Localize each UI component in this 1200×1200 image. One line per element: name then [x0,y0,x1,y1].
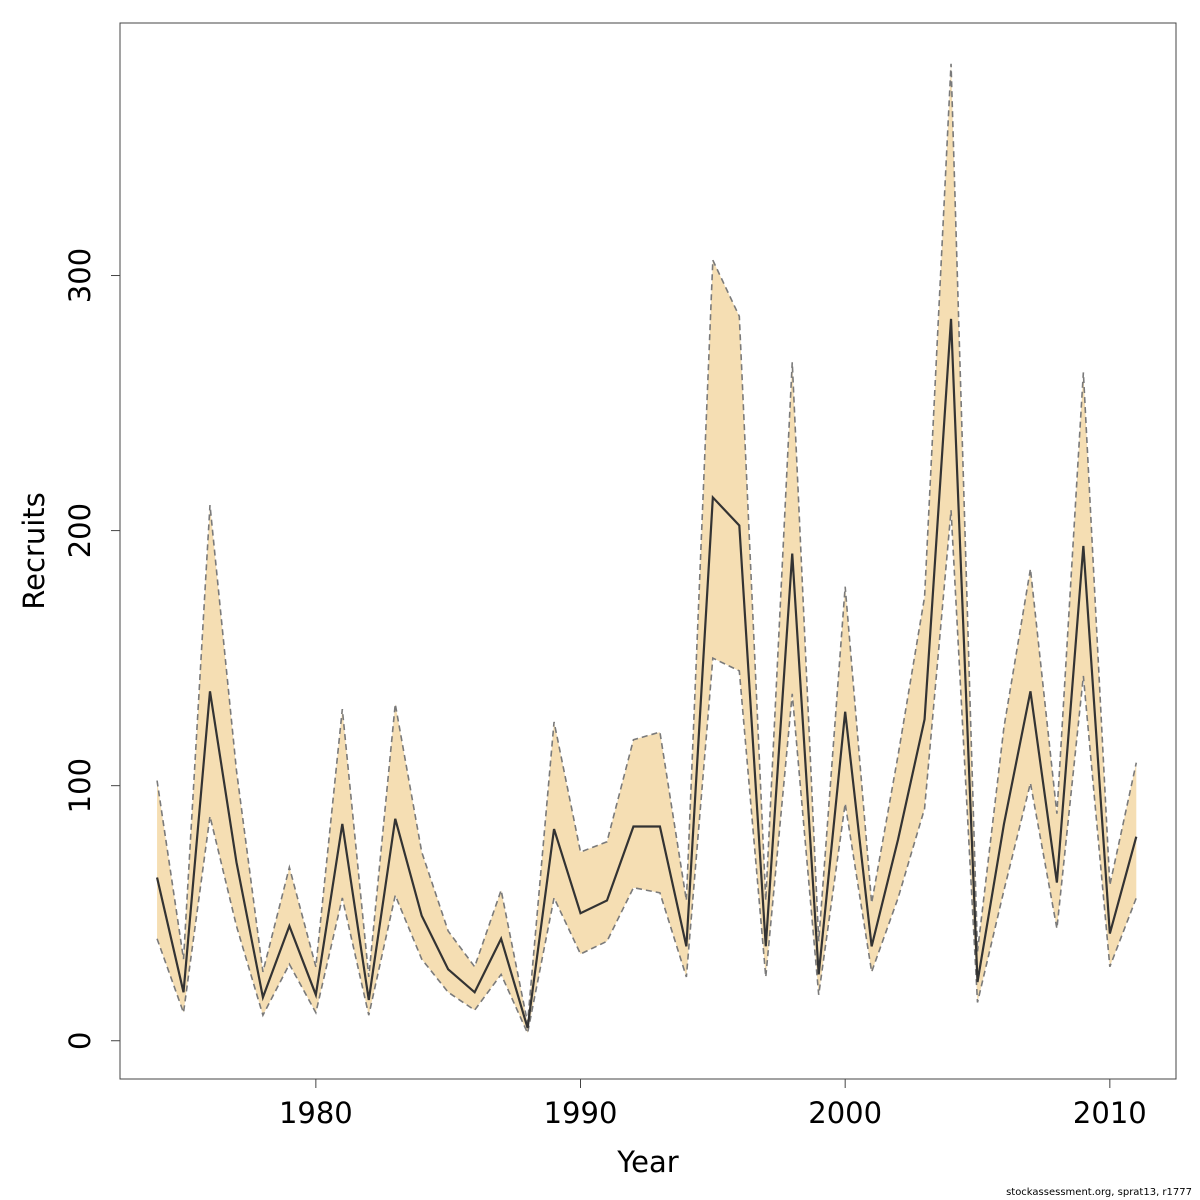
lower-bound-line [156,510,1138,1036]
plot-frame [119,22,1177,1080]
footer-note: stockassessment.org, sprat13, r1777 [1006,1187,1192,1198]
y-tick-label: 200 [63,503,97,558]
x-axis: 1980 1990 2000 2010 [279,1079,1147,1130]
upper-bound-line [156,63,1138,1024]
estimate-line [155,318,1138,1029]
x-tick-label: 2000 [808,1096,882,1130]
estimate-line-layer [155,318,1138,1029]
x-axis-title: Year [616,1145,678,1179]
y-axis: 0 100 200 300 [63,248,120,1050]
confidence-band [157,63,1137,1034]
confidence-band-layer [156,63,1138,1036]
y-tick-label: 100 [63,758,97,813]
x-tick-label: 2010 [1073,1096,1147,1130]
x-tick-label: 1990 [544,1096,618,1130]
y-axis-title: Recruits [17,492,51,609]
y-tick-label: 0 [63,1032,97,1050]
y-tick-label: 300 [63,248,97,303]
x-tick-label: 1980 [279,1096,353,1130]
